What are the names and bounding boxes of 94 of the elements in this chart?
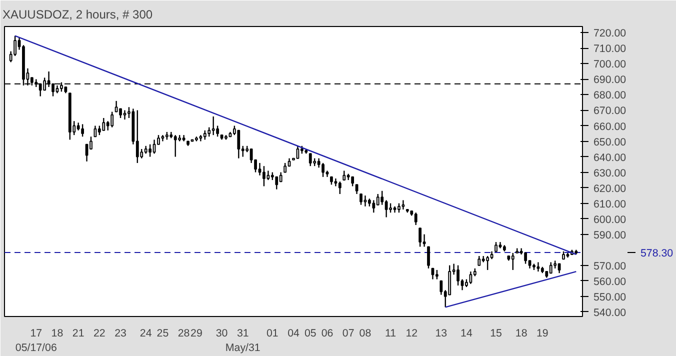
- candlestick: [279, 172, 282, 182]
- candlestick: [389, 202, 392, 214]
- x-tick-label: 18: [51, 328, 64, 340]
- x-tick-label: 13: [435, 328, 448, 340]
- candlestick: [351, 176, 354, 187]
- candlestick: [398, 202, 400, 214]
- candlestick: [136, 110, 139, 164]
- x-tick-label: 14: [460, 328, 472, 340]
- candlestick: [338, 180, 342, 195]
- x-tick-label: 05: [304, 328, 316, 340]
- x-tick-label: 30: [216, 328, 228, 340]
- x-tick-label: 22: [94, 328, 106, 340]
- x-tick-label: 21: [72, 328, 84, 340]
- candlestick: [456, 264, 460, 286]
- candlestick: [258, 162, 262, 176]
- x-tick-label: 24: [140, 328, 152, 340]
- candlestick: [448, 264, 452, 296]
- candlestick: [203, 130, 206, 140]
- y-tick-label: 590.00: [594, 229, 626, 242]
- x-tick-label: 08: [359, 328, 372, 340]
- y-tick-label: 670.00: [594, 105, 626, 118]
- candlestick: [364, 194, 367, 207]
- y-tick-label: 570.00: [594, 260, 626, 272]
- x-tick-label: 28: [178, 328, 190, 340]
- candlestick: [355, 184, 358, 195]
- y-tick-label: 660.00: [594, 120, 626, 133]
- candlestick: [114, 100, 118, 112]
- candlestick: [524, 252, 527, 264]
- x-tick-label: 29: [190, 328, 202, 340]
- y-tick-label: 600.00: [594, 214, 626, 226]
- candlestick: [174, 134, 177, 158]
- candlestick: [384, 200, 388, 218]
- x-tick-label: 06: [321, 328, 334, 340]
- chart-title: XAUUSDOZ, 2 hours, # 300: [2, 8, 153, 22]
- x-tick-label: 11: [385, 328, 396, 340]
- y-tick-label: 630.00: [594, 167, 626, 180]
- candlestick: [511, 252, 514, 271]
- candlestick: [427, 246, 430, 270]
- candlestick: [237, 130, 240, 159]
- candlestick: [376, 193, 380, 206]
- candlestick: [148, 144, 152, 158]
- candlestick: [284, 162, 287, 173]
- candlestick: [478, 255, 481, 266]
- candlestick: [123, 110, 126, 120]
- candlestick: [549, 262, 552, 274]
- candlestick: [322, 162, 324, 178]
- y-tick-label: 560.00: [594, 276, 626, 288]
- candlestick: [435, 269, 438, 280]
- y-tick-label: 610.00: [594, 198, 626, 210]
- y-tick-label: 720.00: [594, 28, 626, 40]
- candlestick: [14, 35, 16, 57]
- y-tick-label: 550.00: [594, 291, 626, 304]
- candlestick: [216, 125, 220, 138]
- candlestick: [110, 111, 114, 128]
- candlestick: [360, 193, 362, 206]
- candlestick: [469, 270, 472, 285]
- y-tick-label: 690.00: [594, 74, 626, 86]
- candlestick: [119, 108, 122, 119]
- x-tick-label: 23: [114, 328, 127, 340]
- candlestick: [296, 145, 300, 159]
- x-tick-label: 12: [406, 328, 418, 340]
- candlestick: [275, 176, 278, 190]
- candlestick: [440, 280, 443, 296]
- candlestick: [418, 228, 422, 248]
- y-tick-label: 640.00: [594, 152, 626, 164]
- candlestick: [402, 200, 405, 210]
- x-tick-label: 19: [536, 328, 548, 340]
- x-tick-label: 07: [342, 328, 354, 340]
- candlestick: [342, 170, 346, 181]
- candlestick: [212, 116, 215, 136]
- candlestick: [81, 124, 84, 138]
- candlestick: [414, 212, 418, 226]
- candlestick: [536, 262, 540, 272]
- x-tick-label: 01: [266, 328, 278, 340]
- candlestick: [262, 165, 266, 187]
- x-tick-label: 04: [288, 328, 300, 340]
- y-tick-label: 700.00: [594, 58, 626, 71]
- y-tick-label: 680.00: [594, 90, 626, 102]
- y-tick-label: 540.00: [594, 306, 626, 319]
- candlestick: [266, 170, 270, 181]
- y-tick-label: 710.00: [594, 43, 626, 56]
- y-tick-label: 650.00: [594, 136, 626, 148]
- candlestick: [372, 200, 376, 214]
- ref-line-label: 578.30: [640, 247, 674, 260]
- candlestick: [494, 241, 498, 252]
- x-tick-label: 18: [515, 328, 528, 340]
- candlestick: [486, 255, 490, 271]
- candlestick: [308, 153, 312, 167]
- x-tick-label: 15: [490, 328, 502, 340]
- candlestick: [98, 125, 101, 136]
- candlestick: [102, 117, 106, 132]
- x-tick-label: 25: [156, 328, 169, 340]
- candlestick: [208, 126, 211, 138]
- y-tick-label: 620.00: [594, 182, 626, 195]
